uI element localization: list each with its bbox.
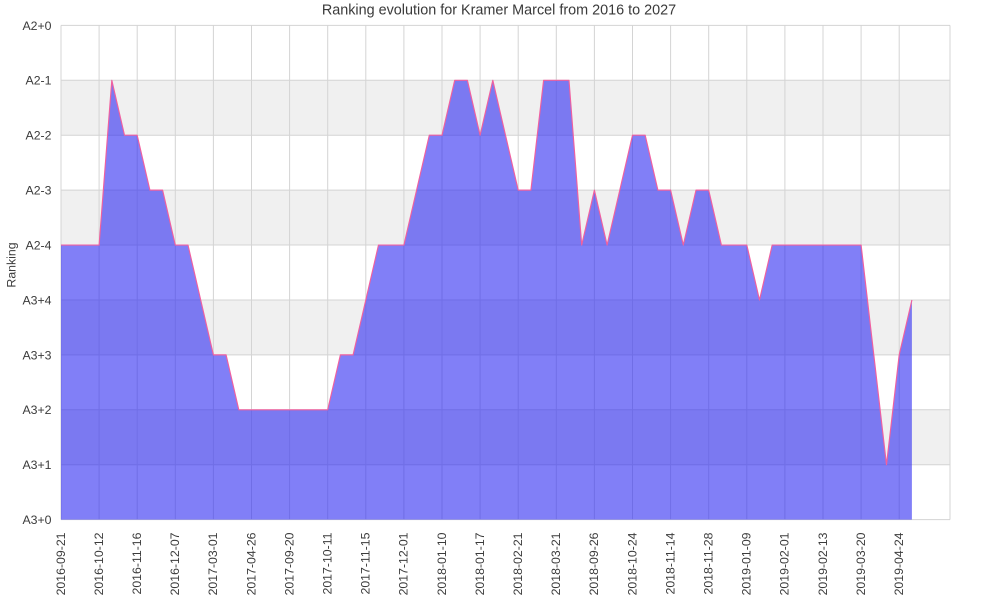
svg-text:2019-03-20: 2019-03-20 [854,532,868,595]
svg-text:A2+0: A2+0 [22,19,51,33]
svg-text:2016-09-21: 2016-09-21 [54,532,68,595]
svg-text:2017-04-26: 2017-04-26 [244,532,258,595]
svg-text:2017-12-01: 2017-12-01 [397,532,411,595]
svg-text:2018-01-17: 2018-01-17 [473,532,487,595]
svg-text:A3+1: A3+1 [22,458,51,472]
svg-text:A2-2: A2-2 [26,129,52,143]
svg-text:A3+0: A3+0 [22,513,51,527]
svg-text:A3+3: A3+3 [22,348,51,362]
svg-text:2019-02-13: 2019-02-13 [816,532,830,595]
svg-text:2019-04-24: 2019-04-24 [892,532,906,595]
svg-text:2018-11-28: 2018-11-28 [702,532,716,594]
svg-text:A3+2: A3+2 [22,403,51,417]
svg-text:2017-03-01: 2017-03-01 [206,532,220,595]
svg-text:2016-12-07: 2016-12-07 [168,532,182,595]
svg-text:2018-11-14: 2018-11-14 [663,532,677,594]
svg-text:2016-10-12: 2016-10-12 [92,532,106,595]
svg-text:2017-10-11: 2017-10-11 [321,532,335,594]
svg-text:2017-11-15: 2017-11-15 [359,532,373,594]
svg-text:2018-02-21: 2018-02-21 [511,532,525,595]
svg-text:2019-02-01: 2019-02-01 [778,532,792,595]
svg-text:2016-11-16: 2016-11-16 [130,532,144,594]
svg-text:2017-09-20: 2017-09-20 [282,532,296,595]
svg-text:2018-10-24: 2018-10-24 [625,532,639,595]
svg-text:2018-03-21: 2018-03-21 [549,532,563,595]
svg-text:A2-4: A2-4 [26,238,52,252]
svg-text:Ranking evolution for Kramer M: Ranking evolution for Kramer Marcel from… [322,3,676,19]
svg-text:A2-1: A2-1 [26,74,52,88]
svg-text:2018-09-26: 2018-09-26 [587,532,601,595]
svg-text:2018-01-10: 2018-01-10 [435,532,449,595]
svg-text:2019-01-09: 2019-01-09 [740,532,754,595]
svg-text:A3+4: A3+4 [22,293,51,307]
svg-text:Ranking: Ranking [5,242,19,287]
svg-text:A2-3: A2-3 [26,184,52,198]
